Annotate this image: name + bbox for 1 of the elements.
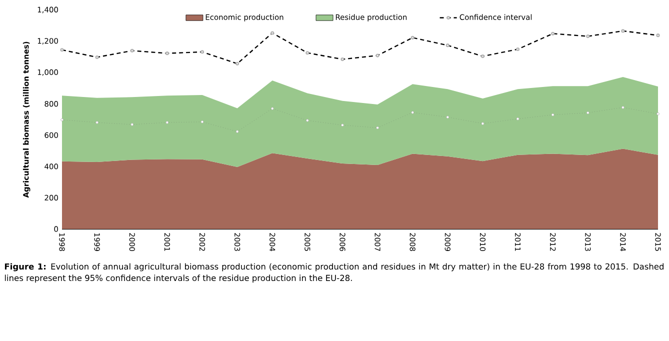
text: Figure 1: Evolution of annual agricultural biomass production (economic production and residues in Mt dry matter) in the EU-28 from 1998 to 2015. Dashed lines represent the 95% confidence intervals of the residue production in the EU-28. bbox=[4, 263, 664, 283]
